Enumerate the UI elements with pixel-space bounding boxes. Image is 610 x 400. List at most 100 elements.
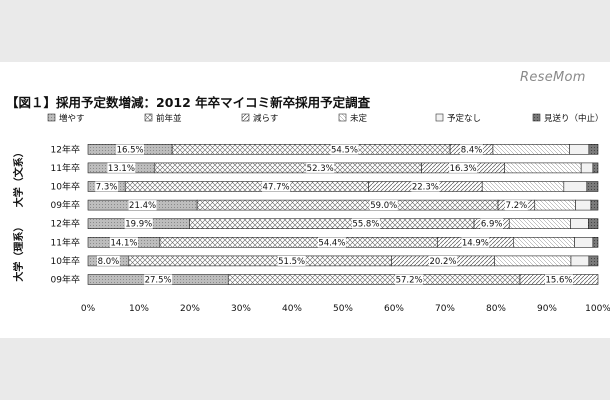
bar-segment (569, 144, 590, 155)
bottom-band (0, 338, 610, 400)
bar-segment (128, 255, 392, 267)
row-label: 09年卒 (51, 274, 80, 286)
bar-segment (592, 162, 599, 174)
data-label-bg (460, 144, 483, 155)
row-label: 10年卒 (51, 255, 80, 267)
bar-segment (563, 181, 588, 192)
data-label: 57.2% (396, 276, 423, 286)
data-label-bg (277, 255, 306, 266)
bar-segment (575, 199, 592, 211)
data-label: 59.0% (370, 201, 397, 211)
legend-swatch-3 (338, 113, 347, 122)
legend-swatch-0 (47, 113, 56, 122)
x-tick-label: 20% (180, 304, 200, 314)
row-label: 11年卒 (51, 236, 80, 248)
group-label: 大学（文系） (12, 147, 25, 207)
resemom-logo: ReseMom (520, 70, 586, 85)
legend-label-4: 予定なし (447, 113, 481, 124)
x-tick-label: 100% (585, 304, 610, 314)
bar-segment (570, 218, 589, 229)
data-label-bg (107, 162, 136, 173)
data-label: 7.2% (506, 201, 528, 211)
bar-segment (227, 274, 521, 285)
legend-swatch-2 (241, 113, 250, 122)
legend-swatch-1 (144, 113, 153, 122)
data-label: 55.8% (352, 220, 379, 230)
legend-label-2: 減らす (253, 113, 278, 124)
data-label: 47.7% (263, 183, 290, 193)
group-label: 大学（理系） (12, 222, 25, 282)
bar-segment (154, 162, 422, 174)
data-label: 15.6% (545, 276, 572, 286)
bar-segment (574, 237, 594, 248)
bar-segment (570, 255, 590, 267)
data-label-bg (369, 200, 398, 211)
data-label-bg (330, 144, 359, 155)
data-label: 14.9% (462, 238, 489, 248)
bar-segment (196, 199, 499, 211)
data-label-bg (95, 181, 119, 192)
data-label-bg (505, 200, 528, 211)
bar-segment (586, 181, 599, 192)
data-label-bg (411, 181, 440, 192)
legend-label-1: 前年並 (156, 113, 182, 124)
data-label: 22.3% (412, 183, 439, 193)
data-label-bg (144, 274, 173, 285)
data-label-bg (449, 162, 478, 173)
legend-swatch-5 (532, 113, 541, 122)
data-label: 13.1% (108, 164, 135, 174)
legend-label-5: 見送り（中止） (544, 113, 604, 124)
x-tick-label: 70% (435, 304, 455, 314)
row-label: 11年卒 (51, 162, 80, 174)
data-label-bg (306, 162, 335, 173)
data-label: 16.3% (450, 164, 477, 174)
data-label: 8.0% (98, 257, 120, 267)
legend-swatch-4 (435, 113, 444, 122)
bar-segment (189, 218, 475, 229)
row-label: 12年卒 (51, 143, 80, 155)
bar-segment (588, 218, 599, 229)
data-label-bg (124, 218, 153, 229)
data-label-bg (262, 181, 291, 192)
top-band (0, 0, 610, 62)
row-label: 12年卒 (51, 218, 80, 230)
x-tick-label: 80% (486, 304, 506, 314)
bar-segment (580, 162, 594, 174)
data-label-bg (544, 274, 573, 285)
bar-segment (513, 237, 575, 248)
data-label: 27.5% (145, 276, 172, 286)
data-label: 21.4% (129, 201, 156, 211)
chart-title: 【図１】採用予定数増減：2012 年卒マイコミ新卒採用予定調査 (6, 95, 371, 110)
bar-segment (481, 181, 565, 192)
data-label-bg (461, 237, 490, 248)
bar-segment (504, 162, 582, 174)
row-label: 10年卒 (51, 181, 80, 193)
data-label-bg (351, 218, 380, 229)
data-label-bg (128, 200, 157, 211)
x-tick-label: 50% (333, 304, 353, 314)
data-label-bg (97, 255, 120, 266)
data-label-bg (116, 144, 145, 155)
bar-segment (508, 218, 571, 229)
x-tick-label: 90% (537, 304, 557, 314)
bar-segment (588, 255, 599, 267)
data-label: 6.9% (481, 220, 503, 230)
data-label: 8.4% (461, 145, 483, 155)
data-label-bg (109, 237, 138, 248)
bar-segment (171, 144, 451, 155)
data-label-bg (428, 255, 457, 266)
data-label-bg (480, 218, 504, 229)
data-label: 19.9% (125, 220, 152, 230)
row-label: 09年卒 (51, 199, 80, 211)
bar-segment (492, 144, 570, 155)
x-tick-label: 10% (129, 304, 149, 314)
data-label: 54.5% (331, 145, 358, 155)
data-label-bg (395, 274, 424, 285)
x-tick-label: 40% (282, 304, 302, 314)
data-label: 14.1% (110, 238, 137, 248)
x-tick-label: 30% (231, 304, 251, 314)
data-label: 52.3% (307, 164, 334, 174)
x-tick-label: 0% (81, 304, 96, 314)
data-label-bg (317, 237, 346, 248)
